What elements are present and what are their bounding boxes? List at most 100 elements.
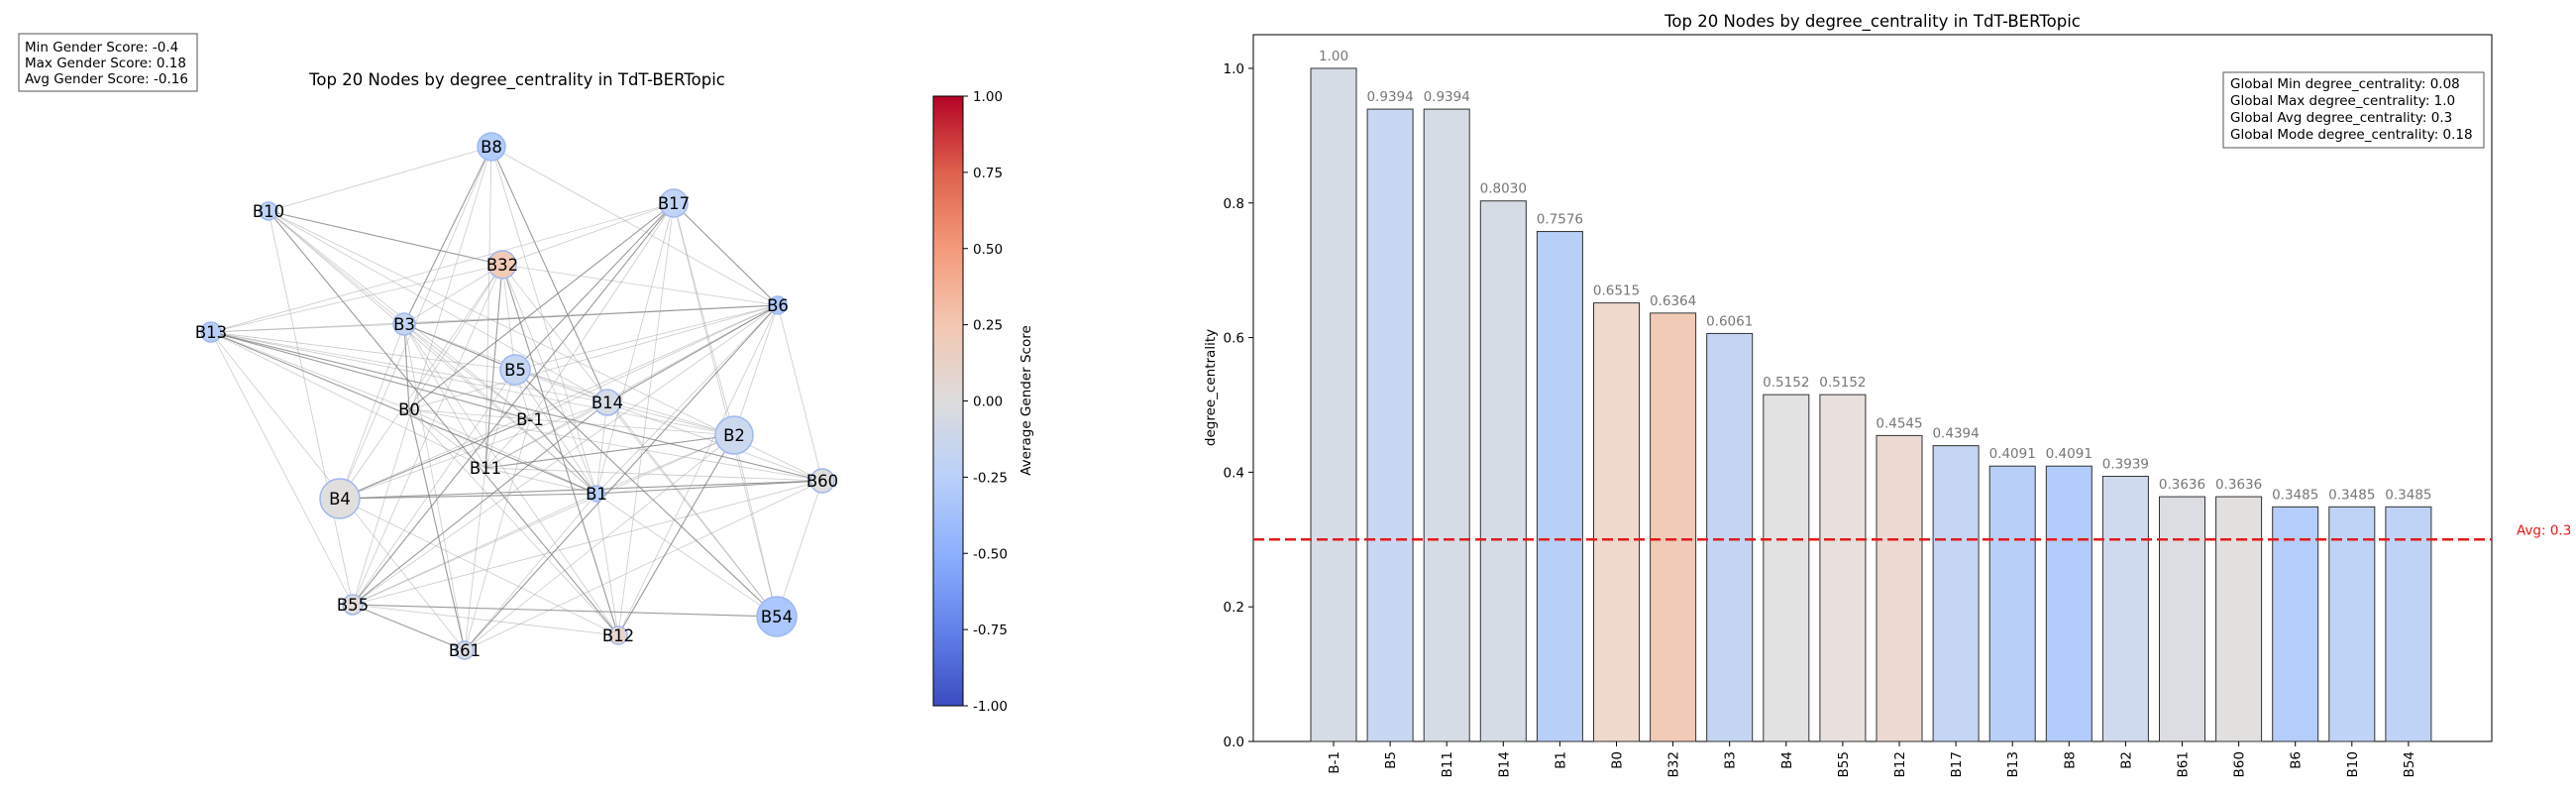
info-line-min: Global Min degree_centrality: 0.08 xyxy=(2230,76,2460,92)
network-edge xyxy=(501,202,675,266)
bars xyxy=(1310,67,2432,742)
network-edge xyxy=(733,434,778,618)
info-line-mode: Global Mode degree_centrality: 0.18 xyxy=(2230,127,2473,143)
colorbar-label: Average Gender Score xyxy=(1019,325,1034,476)
network-edge xyxy=(464,467,486,651)
colorbar-tick-label: -0.75 xyxy=(973,623,1008,638)
network-edge xyxy=(490,146,608,403)
network-edge xyxy=(210,331,823,482)
colorbar-tick-label: 1.00 xyxy=(973,89,1003,105)
network-edge xyxy=(595,434,735,495)
network-edge xyxy=(408,408,619,636)
bar-chart-title: Top 20 Nodes by degree_centrality in TdT… xyxy=(1664,12,2081,32)
network-edge xyxy=(268,210,405,325)
network-edge xyxy=(352,264,503,606)
node-label: B10 xyxy=(253,202,284,221)
bar-value-labels: 1.00 0.9394 0.9394 0.8030 0.7576 0.6515 0.6364… xyxy=(1319,49,2432,503)
bar-B-1 xyxy=(1310,67,1357,742)
network-edge xyxy=(408,408,466,651)
node-label: B6 xyxy=(767,296,789,315)
node-label: B1 xyxy=(586,485,607,504)
global-info-box: Global Min degree_centrality: 0.08 Globa… xyxy=(2222,71,2485,149)
node-circle xyxy=(593,389,621,416)
network-edge xyxy=(595,480,823,495)
network-edge xyxy=(352,369,516,606)
node-label: B11 xyxy=(470,459,501,478)
network-edge xyxy=(403,323,516,371)
network-edge xyxy=(352,401,608,606)
network-edge xyxy=(210,304,779,333)
network-edge xyxy=(673,202,778,618)
network-edge xyxy=(464,418,531,651)
bar-value-label: 0.3485 xyxy=(2272,487,2318,503)
x-tick-label: B54 xyxy=(2402,751,2417,777)
bar-B61 xyxy=(2159,496,2205,742)
node-circle xyxy=(659,188,689,218)
bar-value-label: 0.3636 xyxy=(2159,477,2205,493)
network-node: B12 xyxy=(602,625,634,645)
network-edge xyxy=(339,493,597,500)
node-circle xyxy=(756,596,798,637)
node-circle xyxy=(809,468,835,494)
bar-B32 xyxy=(1650,312,1697,742)
network-edge xyxy=(403,323,597,495)
network-graph: B-1 B5 B11 B14 B1 B0 B32 B3 B4 B55 B12 B17 B13 B8 B2 B6… xyxy=(195,132,838,660)
bar-value-label: 0.6515 xyxy=(1593,283,1640,299)
network-edge xyxy=(268,146,492,212)
bar-chart-axes xyxy=(1252,34,2493,742)
bar-value-label: 0.9394 xyxy=(1424,89,1470,105)
node-label: B32 xyxy=(486,256,518,275)
network-edge xyxy=(403,146,492,325)
colorbar: 1.00 0.75 0.50 0.25 0.00 -0.25 -0.50 -0.75 -1.00… xyxy=(932,89,1034,715)
bar-B5 xyxy=(1366,108,1414,742)
bar-B0 xyxy=(1593,302,1640,742)
network-edge xyxy=(776,480,823,618)
y-tick-label: 0.8 xyxy=(1224,196,1244,212)
colorbar-tick-label: -0.50 xyxy=(973,546,1008,562)
bar-B1 xyxy=(1536,231,1583,742)
bar-B8 xyxy=(2045,465,2093,742)
network-edge xyxy=(403,264,503,325)
bar-y-axis-label: degree_centrality xyxy=(1203,329,1219,446)
bar-value-label: 0.5152 xyxy=(1819,375,1866,391)
network-edge xyxy=(595,202,675,495)
node-label: B60 xyxy=(806,472,838,491)
node-label: B14 xyxy=(591,394,623,412)
node-label: B8 xyxy=(481,138,502,157)
network-edge xyxy=(595,493,778,618)
network-node: B5 xyxy=(499,354,531,386)
x-tick-label: B55 xyxy=(1836,751,1852,777)
gender-stats-box: Min Gender Score: -0.4 Max Gender Score:… xyxy=(18,33,198,92)
network-edge xyxy=(529,418,735,436)
network-edge xyxy=(210,202,675,333)
network-node: B17 xyxy=(658,188,690,218)
node-circle xyxy=(200,321,222,343)
network-edge xyxy=(484,264,503,469)
bar-B11 xyxy=(1423,108,1470,742)
stats-line-avg: Avg Gender Score: -0.16 xyxy=(25,71,188,87)
info-line-avg: Global Avg degree_centrality: 0.3 xyxy=(2230,110,2452,126)
node-label: B0 xyxy=(398,400,420,419)
network-edge xyxy=(464,304,779,651)
network-edge xyxy=(733,304,779,436)
network-edge xyxy=(210,331,735,436)
network-edge xyxy=(617,202,675,636)
network-edge xyxy=(490,146,597,495)
network-edge xyxy=(352,202,675,606)
x-tick-label: B2 xyxy=(2118,751,2134,769)
bar-B12 xyxy=(1876,434,1923,742)
network-edge xyxy=(210,331,516,371)
colorbar-tick-label: 0.75 xyxy=(973,166,1003,181)
bar-value-label: 0.4091 xyxy=(1989,446,2036,462)
x-tick-label: B6 xyxy=(2289,751,2305,769)
x-tick-label: B8 xyxy=(2062,751,2078,769)
network-edge xyxy=(403,323,410,410)
bar-value-label: 0.3939 xyxy=(2102,457,2149,473)
network-edge xyxy=(408,408,597,495)
network-edge xyxy=(777,304,823,482)
info-line-max: Global Max degree_centrality: 1.0 xyxy=(2230,93,2455,109)
network-edge xyxy=(352,146,492,606)
network-edge xyxy=(606,401,735,436)
network-edge xyxy=(352,493,597,606)
network-node: B32 xyxy=(486,250,518,280)
